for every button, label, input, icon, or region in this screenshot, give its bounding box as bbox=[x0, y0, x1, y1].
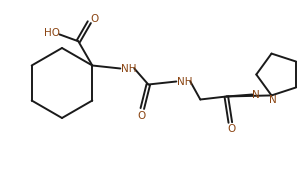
Text: O: O bbox=[90, 14, 98, 24]
Text: NH: NH bbox=[177, 76, 192, 86]
Text: NH: NH bbox=[121, 63, 136, 73]
Text: N: N bbox=[252, 89, 260, 100]
Text: O: O bbox=[137, 110, 145, 121]
Text: O: O bbox=[227, 124, 235, 134]
Text: N: N bbox=[269, 95, 276, 105]
Text: HO: HO bbox=[43, 28, 60, 39]
